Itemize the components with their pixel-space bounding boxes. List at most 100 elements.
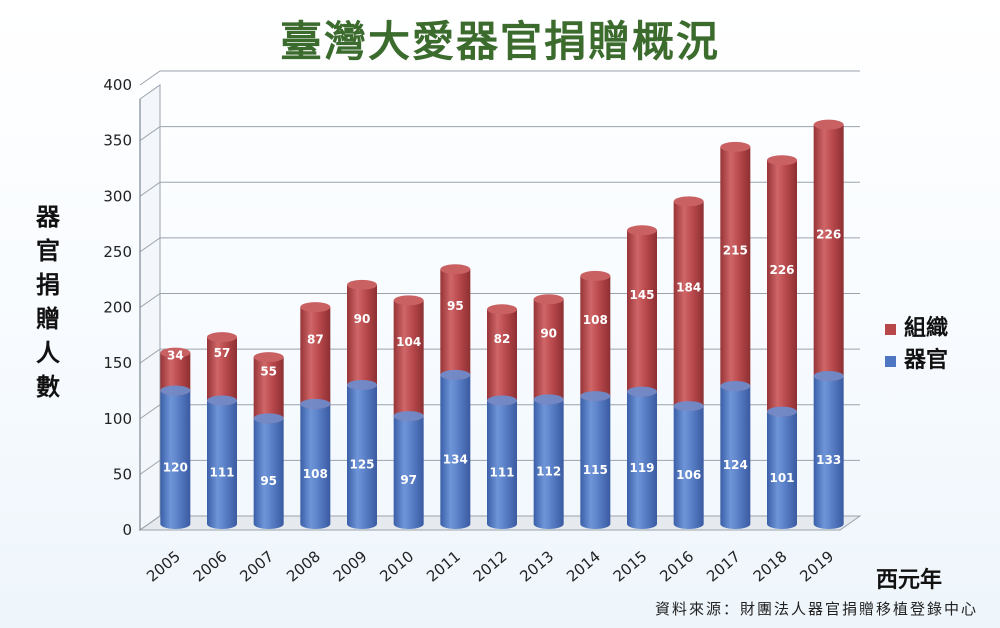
- bar-tissue-cap: [207, 332, 237, 343]
- bar-tissue: [767, 160, 797, 417]
- legend-item-organ: 器官: [885, 342, 948, 374]
- y-axis-label: 器官捐贈人數: [36, 203, 60, 401]
- bar-tissue-cap: [300, 302, 331, 313]
- bar-tissue: [673, 201, 704, 412]
- bar-organ: [720, 386, 751, 529]
- bar-organ-cap: [160, 385, 191, 396]
- data-label-tissue: 90: [540, 326, 557, 340]
- bar-tissue-cap: [393, 295, 424, 306]
- legend-swatch-organ: [885, 355, 896, 367]
- bar-organ-cap: [720, 381, 751, 392]
- bar-tissue: [487, 309, 517, 406]
- bar-tissue-cap: [533, 294, 564, 305]
- x-tick-label: 2013: [516, 547, 557, 585]
- bar-tissue-cap: [440, 264, 471, 275]
- chart-title: 臺灣大愛器官捐贈概況: [279, 17, 720, 66]
- data-label-organ: 106: [676, 468, 701, 482]
- legend-label-organ: 器官: [904, 348, 949, 373]
- data-label-tissue: 87: [307, 332, 324, 346]
- gridline: [139, 181, 860, 197]
- bar-tissue: [347, 284, 377, 390]
- bar-tissue-cap: [673, 196, 704, 207]
- bar-organ: [160, 390, 191, 529]
- data-label-tissue: 184: [676, 281, 701, 295]
- gridline: [139, 237, 860, 253]
- bar-organ: [627, 391, 657, 529]
- bar-organ-cap: [627, 386, 657, 397]
- data-label-organ: 119: [629, 461, 654, 475]
- x-tick-label: 2019: [796, 547, 837, 585]
- data-label-organ: 101: [769, 471, 794, 485]
- legend-label-tissue: 組織: [904, 316, 949, 341]
- y-tick-label: 300: [103, 187, 132, 205]
- data-label-tissue: 90: [354, 312, 371, 326]
- bar-tissue: [533, 299, 564, 405]
- data-label-tissue: 82: [494, 332, 511, 346]
- gridline: [139, 515, 860, 531]
- bar-organ: [767, 411, 797, 529]
- bar-tissue-cap: [487, 304, 517, 315]
- data-label-organ: 125: [349, 457, 374, 471]
- bar-tissue-cap: [627, 225, 657, 236]
- data-label-tissue: 104: [396, 335, 421, 349]
- x-tick-label: 2011: [423, 547, 464, 585]
- bar-organ-cap: [347, 379, 377, 390]
- data-label-tissue: 226: [816, 227, 841, 241]
- bar-tissue-cap: [720, 141, 751, 152]
- bar-organ-cap: [813, 371, 844, 382]
- x-tick-label: 2012: [470, 547, 511, 585]
- bar-tissue: [440, 269, 471, 380]
- bar-organ-cap: [767, 406, 797, 417]
- legend-swatch-tissue: [885, 323, 896, 335]
- bar-organ-cap: [440, 369, 471, 380]
- bar-organ-cap: [207, 395, 237, 406]
- y-tick-label: 200: [103, 299, 132, 317]
- bar-organ: [440, 374, 471, 529]
- bar-organ-cap: [393, 411, 424, 422]
- data-label-tissue: 57: [214, 346, 231, 360]
- bar-tissue: [720, 146, 751, 392]
- y-tick-label: 150: [103, 354, 132, 372]
- x-tick-label: 2017: [703, 547, 744, 585]
- bar-tissue-cap: [767, 155, 797, 166]
- data-label-tissue: 108: [583, 313, 608, 327]
- data-label-organ: 115: [583, 463, 608, 477]
- data-label-tissue: 145: [629, 288, 654, 302]
- bar-tissue: [253, 357, 284, 424]
- data-label-tissue: 55: [260, 365, 277, 379]
- bar-tissue-cap: [580, 270, 611, 281]
- bar-tissue: [160, 352, 191, 396]
- bar-organ: [673, 406, 704, 529]
- x-tick-label: 2005: [143, 547, 184, 585]
- y-tick-label: 0: [122, 521, 132, 539]
- bar-organ: [393, 416, 424, 529]
- gridline: [139, 348, 860, 364]
- bar-organ: [813, 376, 844, 529]
- bar-organ: [300, 403, 331, 529]
- gridline: [139, 293, 860, 308]
- data-label-organ: 120: [163, 460, 188, 474]
- legend-item-tissue: 組織: [885, 310, 948, 342]
- bar-organ: [580, 396, 611, 529]
- bar-tissue-cap: [160, 347, 191, 358]
- bar-tissue: [207, 337, 237, 406]
- data-label-organ: 111: [209, 465, 234, 479]
- data-label-tissue: 34: [167, 349, 184, 363]
- data-label-organ: 133: [816, 453, 841, 467]
- y-tick-label: 50: [113, 465, 132, 483]
- x-tick-label: 2006: [190, 547, 231, 585]
- y-tick-label: 350: [103, 132, 132, 150]
- bar-organ: [533, 399, 564, 529]
- gridline: [139, 459, 860, 475]
- gridline: [139, 70, 860, 86]
- side-wall: [139, 84, 161, 531]
- bar-organ: [347, 384, 377, 529]
- data-label-organ: 97: [400, 473, 417, 487]
- bar-organ: [253, 418, 284, 529]
- bar-organ: [487, 400, 517, 529]
- x-tick-label: 2007: [236, 547, 277, 585]
- bar-organ-cap: [253, 413, 284, 424]
- x-tick-label: 2018: [750, 547, 791, 585]
- gridline: [139, 404, 860, 420]
- data-label-organ: 124: [723, 458, 748, 472]
